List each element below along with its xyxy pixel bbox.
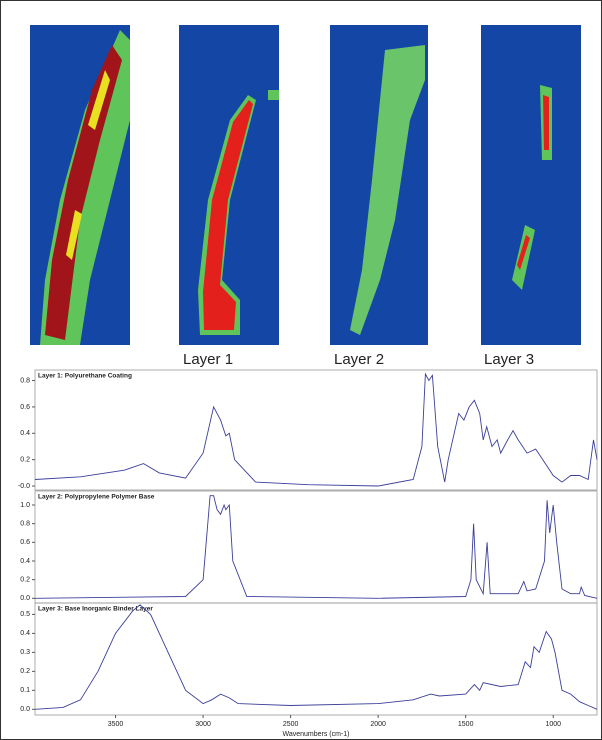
y-tick-label: 0.6 <box>20 404 30 411</box>
y-tick-label: 0.6 <box>20 539 30 546</box>
layer-3-map <box>481 25 581 345</box>
layer-caption: Layer 2 <box>334 351 384 368</box>
x-tick-label: 3500 <box>108 721 124 728</box>
x-axis-label: Wavenumbers (cm-1) <box>282 731 349 738</box>
y-tick-label: 0.4 <box>20 630 30 637</box>
y-tick-label: 0.2 <box>20 668 30 675</box>
y-tick-label: 0.4 <box>20 430 30 437</box>
spectrum-line <box>34 372 598 487</box>
plot-frame <box>34 602 598 716</box>
y-tick-label: 0.4 <box>20 558 30 565</box>
spectrum-line <box>34 495 598 599</box>
spectrum-line <box>34 604 598 710</box>
y-tick-label: 0.2 <box>20 577 30 584</box>
y-tick-label: 1.0 <box>20 502 30 509</box>
layer-2-map <box>330 25 428 345</box>
y-tick-label: 0.0 <box>20 706 30 713</box>
layer-caption: Layer 3 <box>484 351 534 368</box>
x-tick-label: 2500 <box>283 721 299 728</box>
panel-title: Layer 1: Polyurethane Coating <box>38 373 132 380</box>
x-tick-label: 2000 <box>370 721 386 728</box>
y-tick-label: 0.5 <box>20 611 30 618</box>
y-tick-label: 0.8 <box>20 521 30 528</box>
y-tick-label: 0.3 <box>20 649 30 656</box>
y-tick-label: 0.8 <box>20 377 30 384</box>
chemical-map <box>30 25 130 345</box>
x-tick-label: 3000 <box>195 721 211 728</box>
layer-1-map <box>179 25 279 345</box>
x-tick-label: 1500 <box>458 721 474 728</box>
layer-caption: Layer 1 <box>183 351 233 368</box>
plot-frame <box>34 369 598 491</box>
y-tick-label: 0.2 <box>20 457 30 464</box>
y-tick-label: -0.0 <box>18 483 30 490</box>
panel-title: Layer 2: Polypropylene Polymer Base <box>38 494 155 501</box>
y-tick-label: 0.1 <box>20 687 30 694</box>
panel-title: Layer 3: Base Inorganic Binder Layer <box>38 606 153 613</box>
x-tick-label: 1000 <box>545 721 561 728</box>
y-tick-label: 0.0 <box>20 595 30 602</box>
